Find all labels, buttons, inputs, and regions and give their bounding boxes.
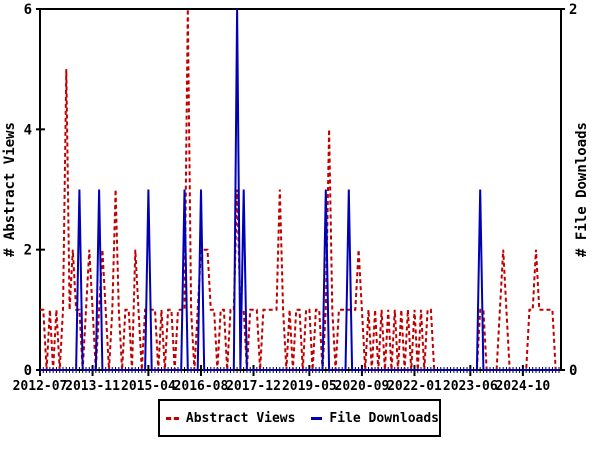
y-left-tick-label: 0 bbox=[24, 363, 32, 379]
x-tick-label: 2016-08 bbox=[174, 379, 229, 394]
y-right-tick-label: 0 bbox=[569, 363, 577, 379]
file-downloads-legend-label: File Downloads bbox=[329, 410, 439, 426]
y-left-tick-label: 6 bbox=[24, 2, 32, 18]
x-tick-label: 2020-09 bbox=[335, 379, 390, 394]
x-tick-label: 2024-10 bbox=[495, 379, 550, 394]
x-tick-label: 2023-06 bbox=[443, 379, 498, 394]
y-left-tick-label: 4 bbox=[24, 122, 32, 138]
x-tick-label: 2022-01 bbox=[387, 379, 442, 394]
x-tick-label: 2019-05 bbox=[282, 379, 337, 394]
file-downloads-line bbox=[40, 8, 559, 371]
x-tick-label: 2017-12 bbox=[226, 379, 281, 394]
abstract-views-legend-label: Abstract Views bbox=[185, 410, 296, 426]
x-tick-label: 2012-07 bbox=[13, 379, 68, 394]
y-left-tick-label: 2 bbox=[24, 243, 32, 259]
x-tick-label: 2015-04 bbox=[121, 379, 176, 394]
y-left-axis-title: # Abstract Views bbox=[2, 122, 18, 257]
abstract-views-legend-line bbox=[166, 416, 179, 420]
legend: Abstract Views File Downloads bbox=[158, 399, 441, 437]
x-tick-label: 2013-11 bbox=[65, 379, 120, 394]
file-downloads-legend-line bbox=[311, 416, 323, 420]
y-right-axis-title: # File Downloads bbox=[574, 122, 590, 257]
y-right-tick-label: 2 bbox=[569, 2, 577, 18]
